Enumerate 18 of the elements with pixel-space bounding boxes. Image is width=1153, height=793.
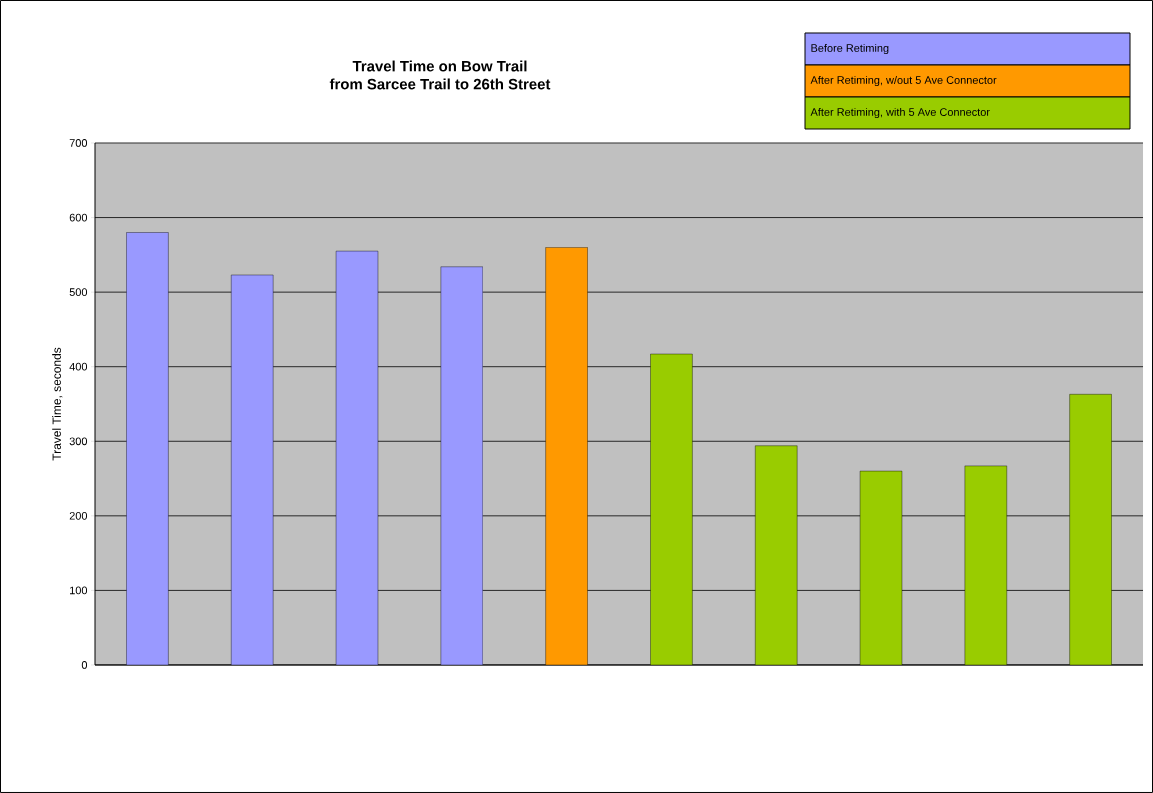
text: Before Retiming [811, 43, 889, 55]
y-tick-label: 300 [69, 437, 88, 446]
y-axis-title: Travel Time, seconds [52, 347, 63, 461]
y-tick-label: 500 [69, 288, 88, 297]
y-tick-label: 200 [69, 511, 88, 520]
y-tick-label: 100 [70, 586, 88, 595]
y-tick-label: 0 [81, 661, 88, 669]
bar [1069, 394, 1112, 665]
y-tick-label: 600 [69, 213, 88, 222]
bar [650, 353, 693, 665]
bar [859, 470, 903, 665]
y-tick-label: 700 [69, 139, 88, 147]
text: After Retiming, w/out 5 Ave Connector [810, 75, 997, 87]
bar [755, 445, 798, 665]
chart-title: Travel Time on Bow Trail from Sarcee Trail to 26th Street [329, 60, 551, 90]
text: After Retiming, with 5 Ave Connector [810, 107, 990, 119]
y-tick-label: 400 [69, 362, 88, 371]
bar [964, 465, 1007, 665]
